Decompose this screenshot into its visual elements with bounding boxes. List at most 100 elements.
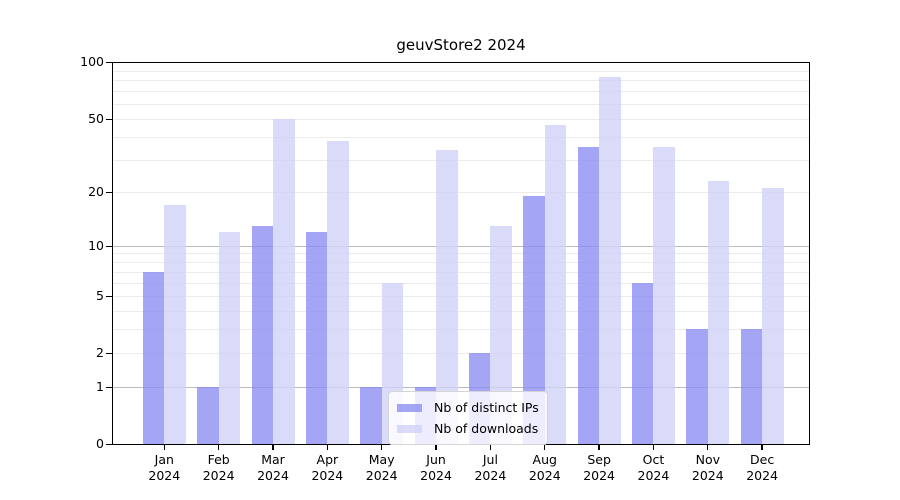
x-tick-label-month: Nov [695,452,720,467]
legend-label-ips: Nb of distinct IPs [434,400,539,415]
x-tick-label-month: Mar [261,452,285,467]
plot-area: Nb of distinct IPs Nb of downloads [112,62,810,445]
bar-ips-nov [686,329,708,444]
x-tick-label-month: May [368,452,395,467]
x-tick-label-month: Dec [750,452,775,467]
x-tick-mark-jul [489,445,492,450]
x-tick-label-oct: Oct 2024 [618,452,688,484]
x-tick-label-year: 2024 [528,468,561,483]
gridline-8 [113,262,809,264]
y-tick-mark-100 [106,62,112,64]
x-tick-label-apr: Apr 2024 [292,452,362,484]
bar-ips-mar [251,225,273,444]
bar-downloads-nov [707,180,730,444]
axis-spine-right [808,62,810,445]
gridline-6 [113,282,809,284]
y-tick-label-10: 10 [88,237,104,253]
bar-downloads-dec [762,188,784,444]
gridline-80 [113,80,809,82]
y-tick-mark-5 [106,295,112,298]
y-tick-label-1: 1 [96,378,104,394]
x-tick-mark-sep [598,445,600,450]
x-tick-label-mar: Mar 2024 [238,452,308,484]
axis-spine-top [112,62,810,64]
gridline-9 [113,253,809,255]
legend-row-downloads: Nb of downloads [397,418,539,439]
gridline-10 [113,245,809,247]
x-tick-label-month: Feb [207,452,230,467]
x-tick-label-sep: Sep 2024 [564,452,634,484]
y-tick-label-2: 2 [96,345,104,361]
x-tick-label-month: Aug [532,452,557,467]
x-tick-label-year: 2024 [420,468,452,483]
bar-ips-apr [305,231,328,444]
bar-downloads-mar [273,118,295,444]
gridline-7 [113,271,809,273]
x-tick-label-jan: Jan 2024 [129,452,199,484]
gridline-20 [113,192,809,193]
x-tick-label-may: May 2024 [347,452,417,484]
bar-downloads-jan [164,204,186,444]
bar-downloads-aug [544,125,567,444]
x-tick-label-year: 2024 [583,468,615,483]
bar-downloads-sep [599,77,621,444]
x-tick-label-month: Jan [154,452,174,467]
y-tick-label-100: 100 [80,54,104,69]
x-tick-label-year: 2024 [746,468,779,483]
x-tick-mark-oct [652,445,655,450]
bar-downloads-jul [490,225,512,444]
x-tick-label-month: Apr [316,452,339,467]
gridline-70 [113,91,809,93]
y-tick-mark-50 [106,118,112,120]
x-tick-label-feb: Feb 2024 [184,452,254,484]
y-tick-label-0: 0 [96,436,104,451]
gridline-3 [113,329,809,331]
bar-ips-dec [740,329,763,444]
x-tick-label-month: Jun [426,452,446,467]
x-tick-label-month: Sep [587,452,611,467]
x-tick-label-year: 2024 [637,468,670,483]
x-tick-label-month: Oct [642,452,665,467]
legend-label-downloads: Nb of downloads [434,421,539,436]
legend-row-ips: Nb of distinct IPs [397,397,539,418]
x-tick-label-year: 2024 [365,468,398,483]
axis-spine-left [112,62,114,445]
x-tick-mark-feb [217,445,220,450]
x-tick-mark-apr [326,445,329,450]
x-tick-mark-nov [707,445,709,450]
y-tick-mark-10 [106,245,112,247]
bar-ips-aug [523,196,545,444]
x-tick-mark-may [381,445,383,450]
bar-ips-feb [197,386,219,444]
y-tick-mark-0 [106,444,112,446]
x-tick-label-month: Jul [482,452,498,467]
y-tick-mark-20 [106,192,112,194]
chart-title: geuvStore2 2024 [396,36,526,54]
bar-ips-oct [631,282,654,444]
x-tick-mark-jan [163,445,165,450]
legend-swatch-downloads [397,424,422,433]
bar-downloads-feb [218,231,241,444]
x-tick-mark-aug [544,445,546,450]
x-tick-label-jun: Jun 2024 [401,452,471,484]
x-tick-label-aug: Aug 2024 [510,452,580,484]
bar-downloads-oct [653,147,675,444]
x-tick-label-nov: Nov 2024 [673,452,743,484]
bar-ips-sep [577,147,600,444]
legend: Nb of distinct IPs Nb of downloads [388,391,548,445]
bar-ips-jan [142,271,165,444]
y-tick-label-20: 20 [88,184,104,199]
x-tick-label-year: 2024 [691,468,724,483]
x-tick-mark-mar [272,445,274,450]
y-tick-label-50: 50 [88,110,104,126]
gridline-90 [113,70,809,72]
gridline-50 [113,118,809,120]
x-tick-label-jul: Jul 2024 [455,452,525,484]
legend-swatch-ips [397,403,422,412]
x-tick-label-year: 2024 [474,468,507,483]
y-tick-mark-1 [106,386,112,389]
x-tick-mark-jun [435,445,437,450]
gridline-40 [113,136,809,138]
gridline-60 [113,103,809,105]
